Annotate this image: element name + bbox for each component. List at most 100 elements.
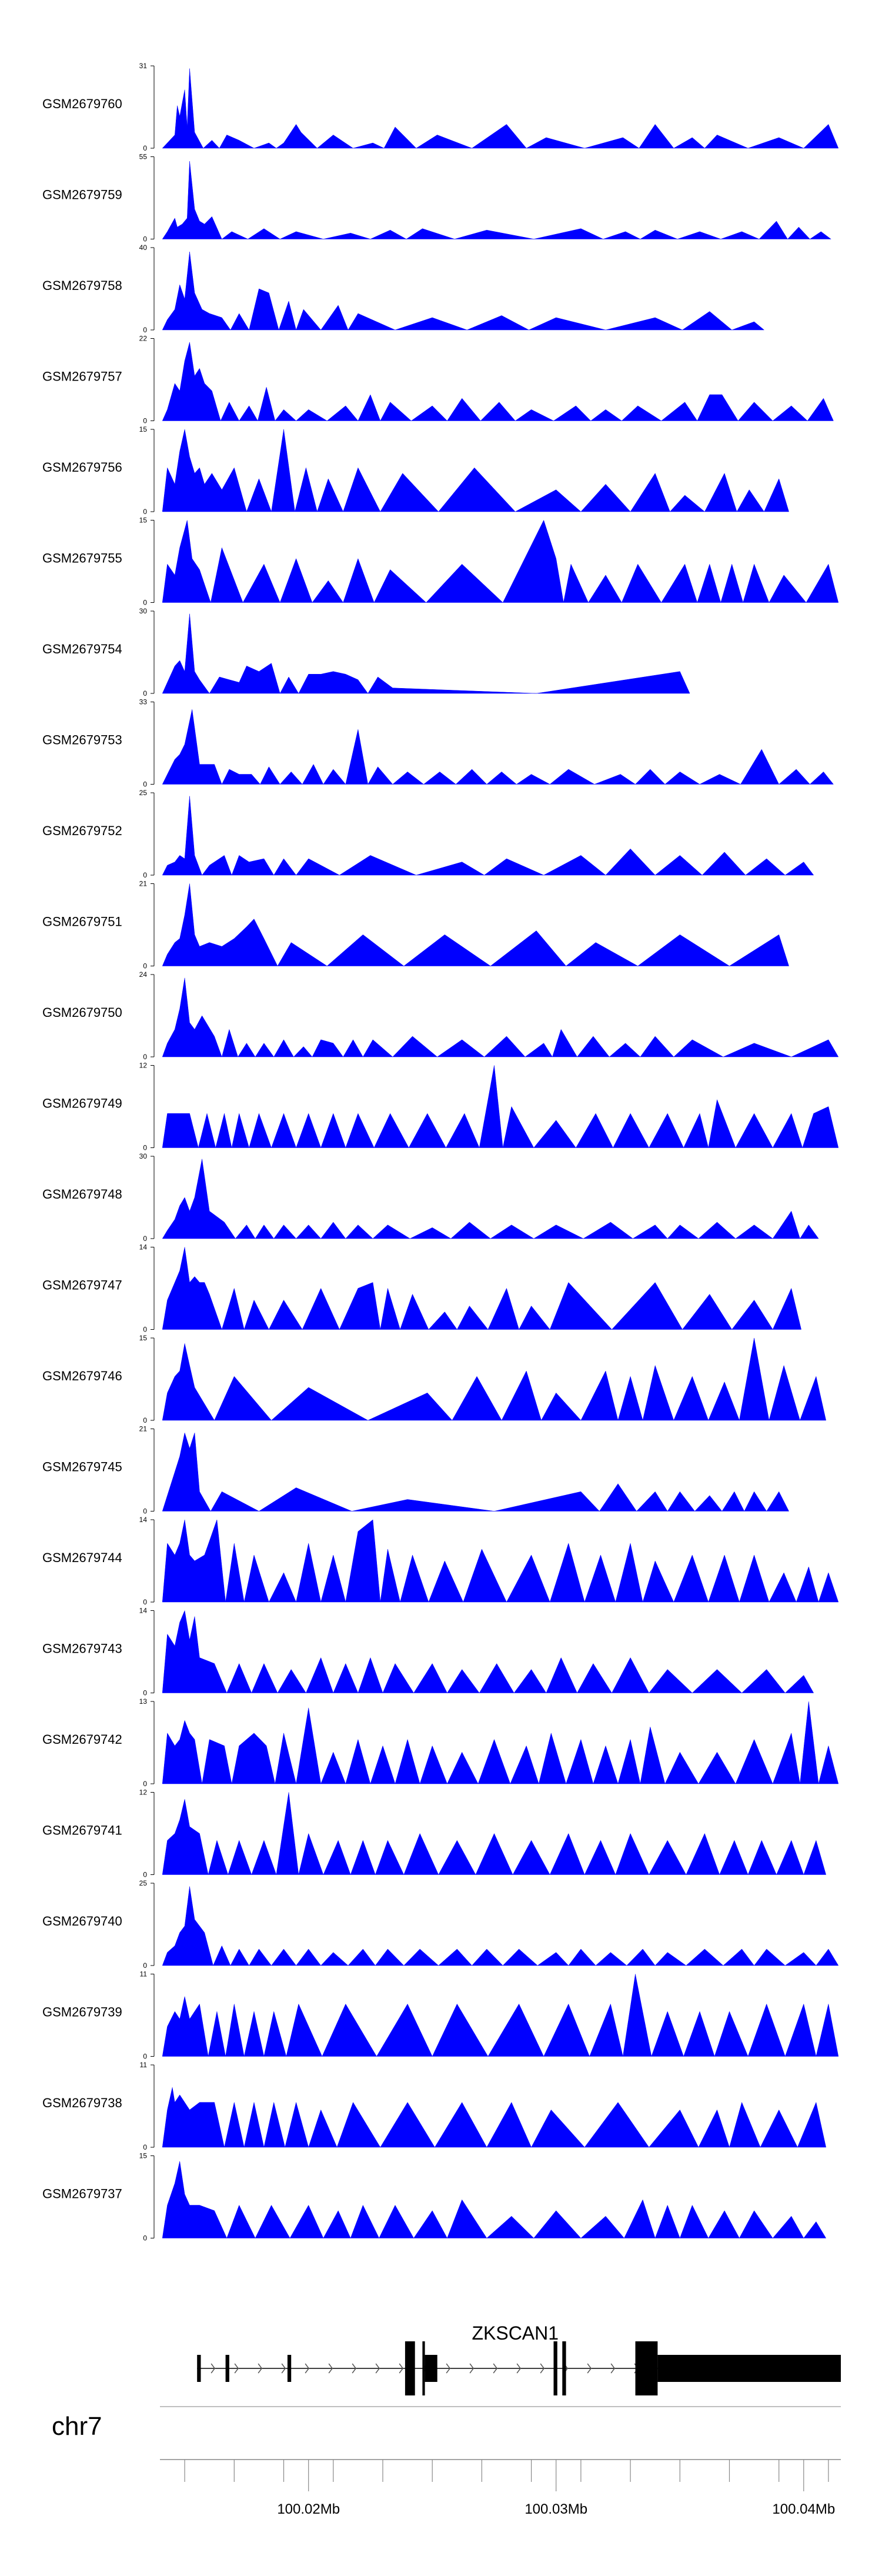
strand-arrow-icon	[540, 2363, 545, 2374]
sample-label: GSM2679744	[42, 1550, 122, 1565]
y-axis-max-label: 12	[139, 1062, 148, 1070]
sample-label: GSM2679746	[42, 1369, 122, 1383]
coverage-area	[162, 1701, 839, 1784]
strand-arrow-icon	[352, 2363, 357, 2374]
sample-label: GSM2679756	[42, 460, 122, 475]
axis-tick-label: 100.02Mb	[277, 2501, 340, 2517]
track-GSM2679754: GSM2679754 30 0	[42, 607, 690, 698]
y-axis-min-label: 0	[143, 1507, 147, 1516]
y-axis-max-label: 22	[139, 335, 148, 343]
y-axis-max-label: 30	[139, 1152, 148, 1160]
strand-arrow-icon	[493, 2363, 498, 2374]
y-axis-min-label: 0	[143, 1053, 147, 1061]
strand-arrow-icon	[610, 2363, 616, 2374]
sample-label: GSM2679743	[42, 1641, 122, 1656]
sample-label: GSM2679753	[42, 733, 122, 748]
strand-arrow-icon	[328, 2363, 333, 2374]
sample-label: GSM2679751	[42, 915, 122, 929]
y-axis-max-label: 55	[139, 153, 148, 161]
exon	[635, 2341, 658, 2395]
track-GSM2679739: GSM2679739 11 0	[42, 1970, 839, 2061]
y-axis-max-label: 11	[140, 2061, 148, 2069]
y-axis-max-label: 30	[139, 607, 148, 615]
sample-label: GSM2679737	[42, 2187, 122, 2201]
coverage-area	[162, 342, 834, 422]
strand-arrow-icon	[587, 2363, 592, 2374]
track-GSM2679750: GSM2679750 24 0	[42, 970, 839, 1061]
coverage-area	[162, 1519, 839, 1603]
y-axis-min-label: 0	[143, 871, 147, 879]
coverage-area	[162, 883, 789, 967]
track-GSM2679745: GSM2679745 21 0	[42, 1425, 790, 1516]
strand-arrow-icon	[305, 2363, 310, 2374]
y-axis-max-label: 21	[139, 880, 148, 888]
coverage-area	[162, 519, 839, 603]
track-GSM2679756: GSM2679756 15 0	[42, 425, 789, 516]
coverage-area	[162, 1065, 839, 1149]
y-axis-max-label: 14	[139, 1243, 148, 1252]
track-GSM2679738: GSM2679738 11 0	[42, 2061, 827, 2151]
coverage-area	[162, 2161, 827, 2239]
sample-label: GSM2679752	[42, 823, 122, 838]
coverage-tracks: GSM2679760310GSM2679759550GSM2679758400G…	[42, 62, 839, 2243]
sample-label: GSM2679747	[42, 1278, 122, 1293]
y-axis-min-label: 0	[143, 417, 147, 425]
coverage-area	[162, 68, 839, 149]
sample-label: GSM2679745	[42, 1460, 122, 1474]
coverage-area	[162, 613, 690, 694]
exon	[562, 2341, 566, 2395]
track-GSM2679744: GSM2679744 14 0	[42, 1516, 839, 1606]
strand-arrow-icon	[211, 2363, 216, 2374]
sample-label: GSM2679740	[42, 1914, 122, 1928]
sample-label: GSM2679749	[42, 1096, 122, 1111]
y-axis-max-label: 12	[139, 1788, 148, 1797]
sample-label: GSM2679759	[42, 188, 122, 202]
y-axis-max-label: 25	[139, 789, 148, 797]
y-axis-min-label: 0	[143, 2234, 147, 2243]
y-axis-min-label: 0	[143, 2143, 147, 2151]
track-GSM2679737: GSM2679737 15 0	[42, 2152, 827, 2243]
sample-label: GSM2679758	[42, 278, 122, 293]
track-GSM2679752: GSM2679752 25 0	[42, 789, 814, 879]
exon	[405, 2341, 415, 2395]
track-GSM2679740: GSM2679740 25 0	[42, 1879, 839, 1970]
coverage-area	[162, 1247, 801, 1330]
y-axis-min-label: 0	[143, 235, 147, 243]
track-GSM2679749: GSM2679749 12 0	[42, 1062, 839, 1152]
track-GSM2679760: GSM2679760 31 0	[42, 62, 839, 152]
y-axis-min-label: 0	[143, 1326, 147, 1334]
y-axis-min-label: 0	[143, 1961, 147, 1970]
sample-label: GSM2679755	[42, 551, 122, 566]
coverage-area	[162, 1792, 827, 1876]
track-GSM2679741: GSM2679741 12 0	[42, 1788, 827, 1879]
y-axis-max-label: 24	[139, 970, 148, 979]
strand-arrow-icon	[281, 2363, 286, 2374]
y-axis-max-label: 21	[139, 1425, 148, 1433]
coverage-area	[162, 1159, 819, 1239]
sample-label: GSM2679742	[42, 1732, 122, 1747]
coverage-area	[162, 1432, 790, 1512]
y-axis-max-label: 15	[139, 516, 148, 525]
coverage-area	[162, 1610, 814, 1694]
y-axis-min-label: 0	[143, 962, 147, 970]
coverage-area	[162, 1886, 839, 1966]
exon	[657, 2355, 841, 2382]
y-axis-min-label: 0	[143, 1234, 147, 1243]
sample-label: GSM2679739	[42, 2005, 122, 2020]
y-axis-max-label: 33	[139, 698, 148, 706]
track-GSM2679751: GSM2679751 21 0	[42, 880, 789, 970]
sample-label: GSM2679760	[42, 96, 122, 111]
coverage-area	[162, 429, 789, 512]
strand-arrow-icon	[234, 2363, 239, 2374]
sample-label: GSM2679750	[42, 1005, 122, 1020]
track-GSM2679753: GSM2679753 33 0	[42, 698, 834, 789]
track-GSM2679746: GSM2679746 15 0	[42, 1334, 827, 1424]
y-axis-max-label: 15	[139, 425, 148, 433]
y-axis-max-label: 14	[139, 1607, 148, 1615]
sample-label: GSM2679738	[42, 2095, 122, 2110]
track-GSM2679748: GSM2679748 30 0	[42, 1152, 819, 1243]
chromosome-label: chr7	[52, 2412, 102, 2441]
gene-model: ZKSCAN1	[197, 2323, 841, 2395]
strand-arrow-icon	[446, 2363, 451, 2374]
